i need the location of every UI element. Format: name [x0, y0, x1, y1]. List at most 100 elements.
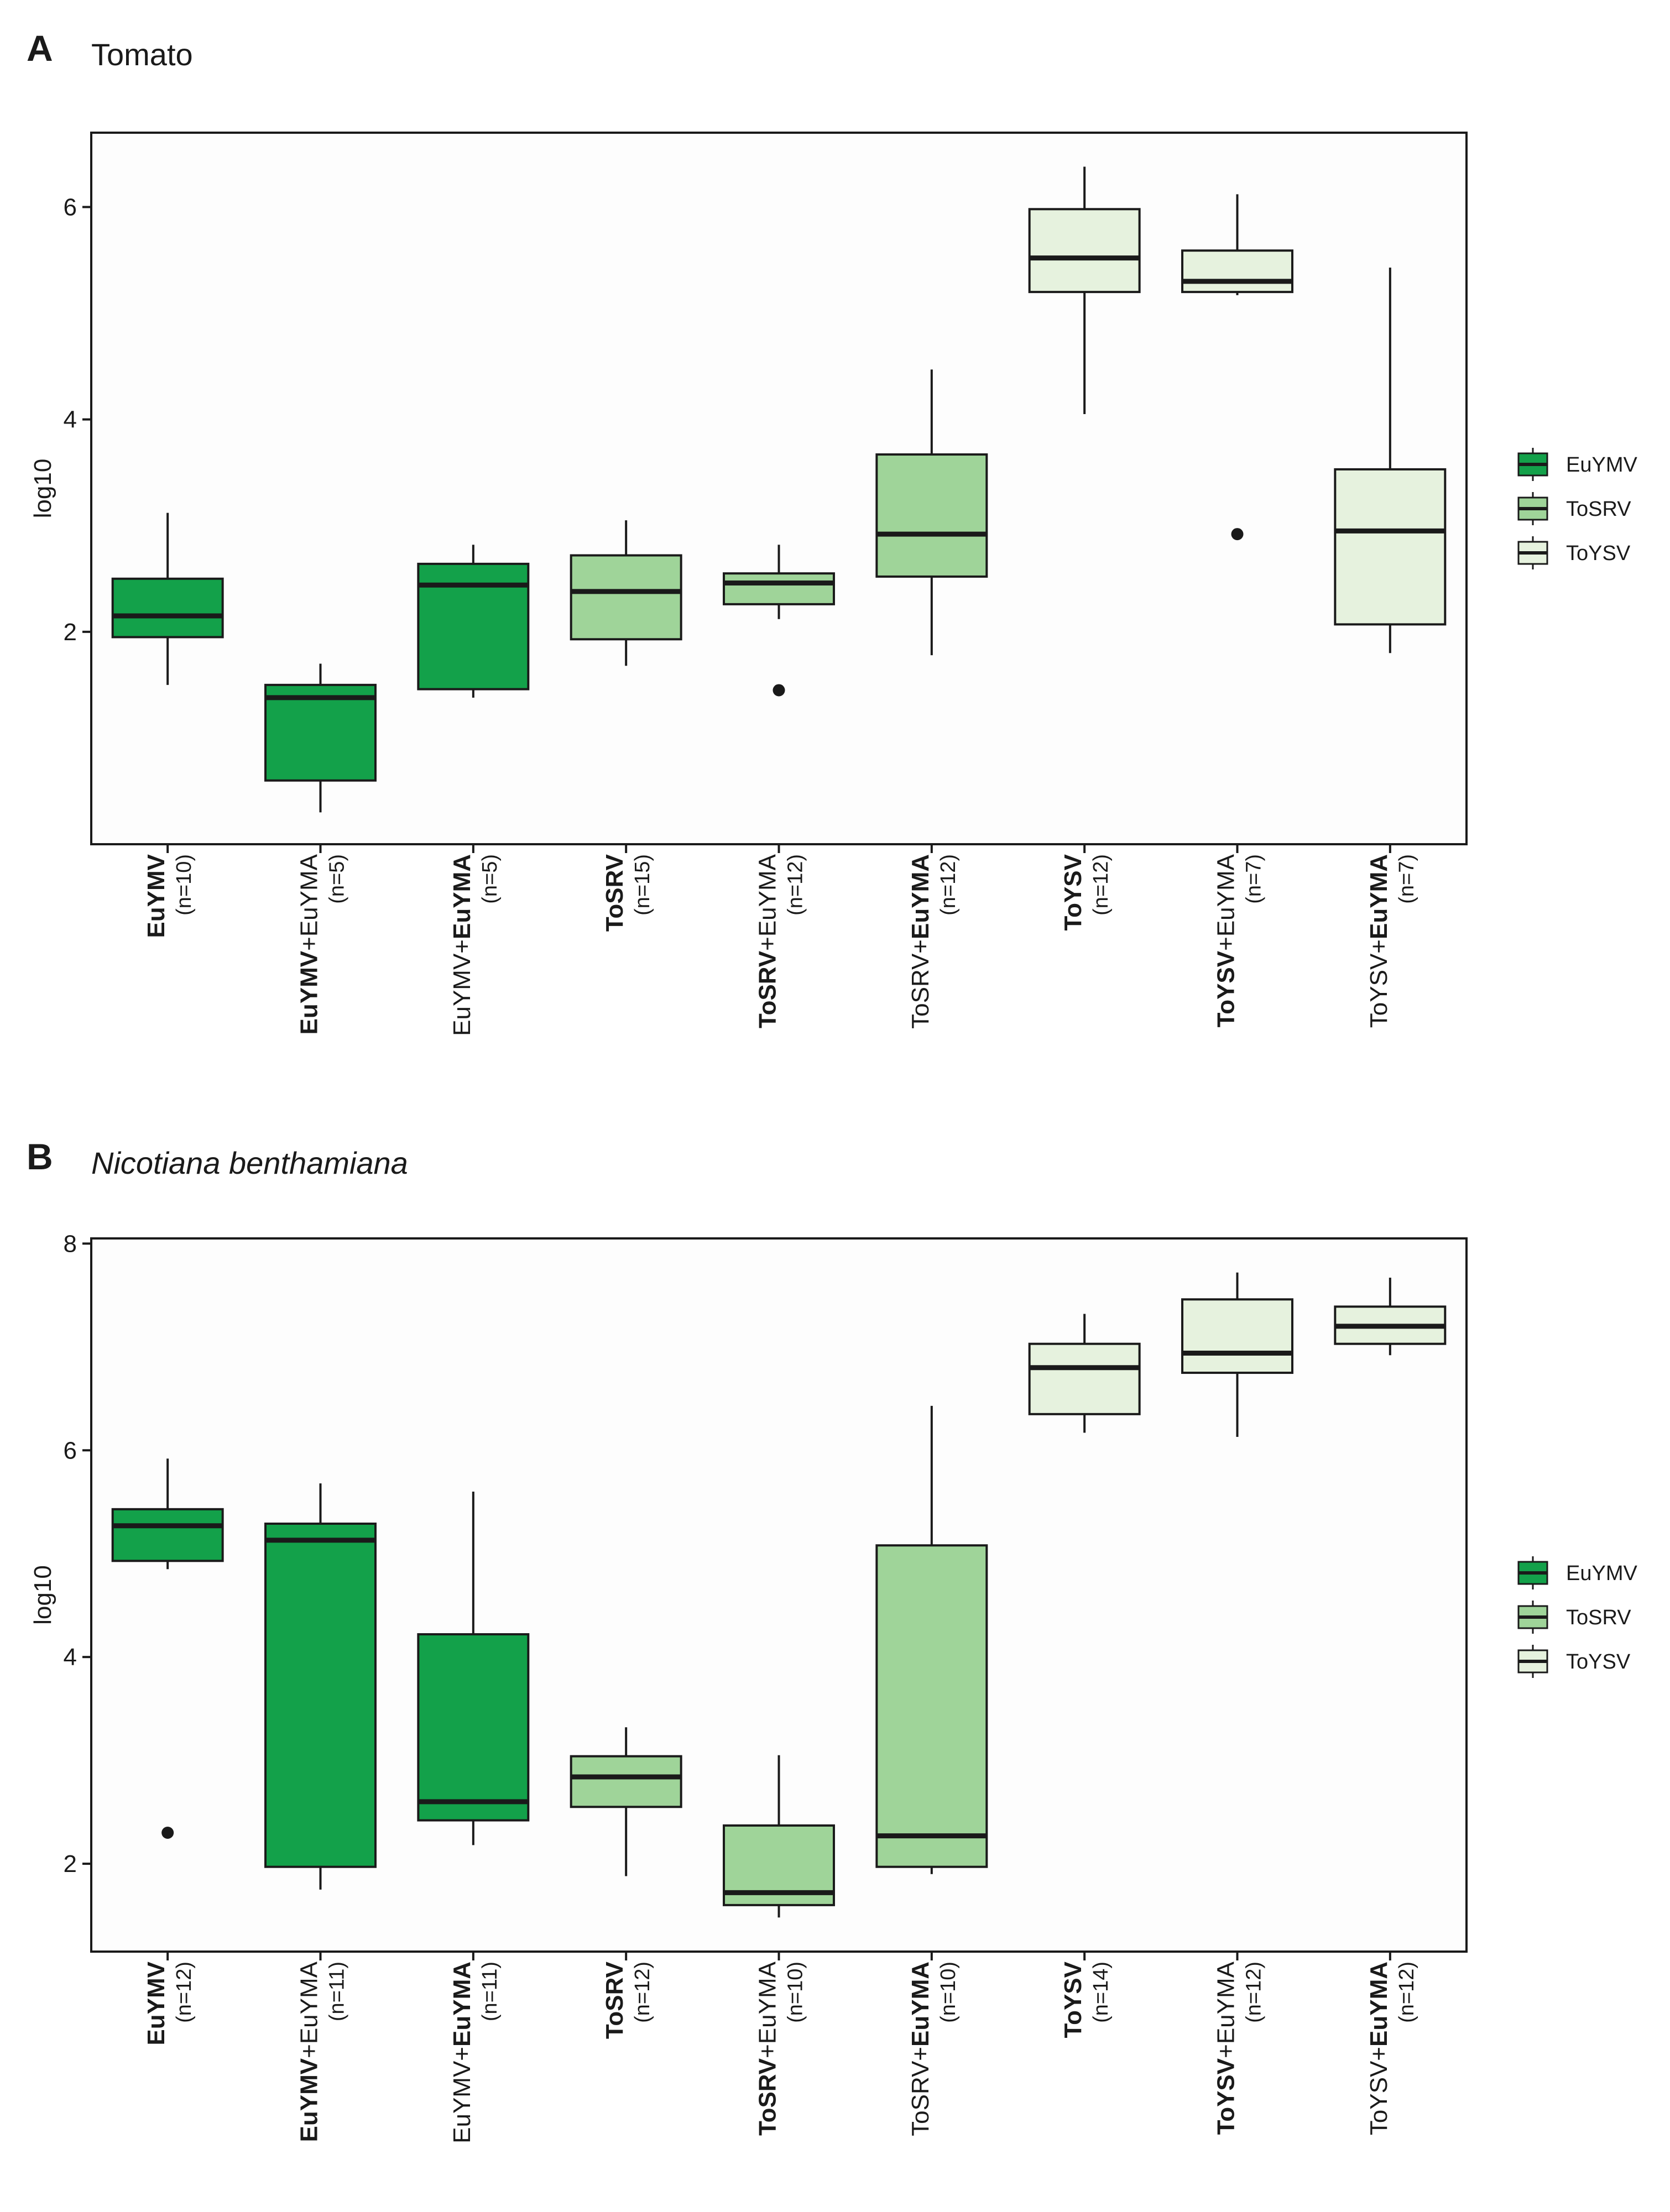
category-label-part: EuYMA: [448, 1962, 476, 2047]
legend-label: ToYSV: [1566, 542, 1631, 565]
y-tick-label: 2: [64, 1850, 77, 1878]
category-n: (n=10): [937, 1962, 960, 2023]
category-label-part: +EuYMA: [1213, 1961, 1240, 2058]
category-label-part: ToSRV: [601, 1961, 628, 2039]
category-label-part: +EuYMA: [296, 1961, 323, 2058]
box-6: ToSRV+EuYMA (n=12): [875, 369, 988, 1029]
box-4: ToSRV (n=15): [570, 520, 682, 932]
legend-label: EuYMV: [1566, 453, 1637, 477]
box-4: ToSRV (n=12): [570, 1727, 682, 2039]
category-label-part: ToYSV: [1060, 854, 1087, 930]
box-5: ToSRV+EuYMA (n=12): [723, 545, 835, 1028]
box-body: [875, 1544, 988, 1868]
category-n: (n=10): [173, 854, 196, 916]
box-3: EuYMV+EuYMA (n=11): [417, 1492, 530, 2143]
category-label: ToYSV+EuYMA: [1213, 854, 1240, 1027]
box-body: [111, 1508, 224, 1562]
box-body: [264, 1523, 377, 1868]
category-label-part: EuYMA: [1365, 1962, 1392, 2047]
category-label-part: ToSRV+: [907, 939, 934, 1029]
y-tick-label: 8: [64, 1230, 77, 1257]
category-label: ToSRV+EuYMA: [907, 1962, 934, 2136]
category-label-part: EuYMA: [1365, 854, 1392, 939]
category-label-part: +EuYMA: [754, 1961, 781, 2058]
box-1: EuYMV (n=12): [111, 1458, 224, 2046]
box-3: EuYMV+EuYMA (n=5): [417, 545, 530, 1036]
outlier-point: [773, 684, 785, 697]
panel-title: Nicotiana benthamiana: [91, 1146, 408, 1180]
box-body: [417, 1633, 530, 1822]
category-label-part: +EuYMA: [296, 854, 323, 951]
box-9: ToYSV+EuYMA (n=12): [1334, 1278, 1447, 2135]
category-label: EuYMV+EuYMA: [448, 1962, 476, 2143]
legend-label: ToYSV: [1566, 1650, 1631, 1674]
category-n: (n=12): [784, 854, 807, 916]
box-7: ToYSV (n=14): [1028, 1314, 1141, 2038]
box-2: EuYMV+EuYMA (n=5): [264, 663, 377, 1034]
category-label-part: ToYSV: [1213, 950, 1240, 1027]
category-label-part: EuYMA: [448, 854, 476, 939]
box-6: ToSRV+EuYMA (n=10): [875, 1405, 988, 2136]
category-label-part: +EuYMA: [754, 854, 781, 951]
y-tick-label: 4: [64, 406, 77, 433]
category-n: (n=12): [1089, 854, 1113, 916]
y-tick-label: 6: [64, 1437, 77, 1464]
category-n: (n=5): [478, 854, 502, 904]
box-9: ToYSV+EuYMA (n=7): [1334, 267, 1447, 1028]
box-body: [875, 453, 988, 578]
category-label-part: EuYMA: [907, 854, 934, 939]
category-label-part: EuYMA: [907, 1962, 934, 2047]
category-label-part: ToYSV: [1213, 2058, 1240, 2135]
box-7: ToYSV (n=12): [1028, 166, 1141, 931]
category-n: (n=7): [1395, 854, 1418, 904]
box-2: EuYMV+EuYMA (n=11): [264, 1483, 377, 2142]
category-label: EuYMV: [143, 854, 170, 938]
y-tick-label: 4: [64, 1644, 77, 1671]
legend-label: ToSRV: [1566, 1606, 1631, 1629]
category-label-part: EuYMV: [296, 950, 323, 1034]
legend: EuYMV ToSRV ToYSV: [1517, 1556, 1637, 1678]
category-label-part: EuYMV: [296, 2058, 323, 2142]
outlier-point: [161, 1827, 174, 1839]
box-5: ToSRV+EuYMA (n=10): [723, 1755, 835, 2136]
category-label: EuYMV+EuYMA: [296, 1961, 323, 2142]
category-label-part: ToSRV: [754, 950, 781, 1028]
box-8: ToYSV+EuYMA (n=12): [1181, 1272, 1293, 2135]
category-n: (n=15): [631, 854, 654, 916]
category-label: ToYSV+EuYMA: [1213, 1961, 1240, 2135]
category-label-part: ToSRV+: [907, 2047, 934, 2136]
category-label-part: EuYMV: [143, 1961, 170, 2045]
y-tick-label: 6: [64, 194, 77, 221]
category-label: ToSRV+EuYMA: [754, 854, 781, 1028]
category-n: (n=12): [173, 1962, 196, 2023]
category-label: ToYSV: [1060, 1961, 1087, 2038]
y-axis-label: log10: [29, 459, 56, 519]
category-label-part: EuYMV+: [448, 2047, 476, 2143]
y-tick-label: 2: [64, 619, 77, 646]
category-label: ToSRV+EuYMA: [907, 854, 934, 1029]
legend-label: ToSRV: [1566, 498, 1631, 521]
category-n: (n=11): [478, 1962, 502, 2021]
category-label: ToYSV+EuYMA: [1365, 854, 1392, 1028]
box-body: [570, 1755, 682, 1808]
category-n: (n=10): [784, 1962, 807, 2023]
category-n: (n=7): [1243, 854, 1266, 904]
category-label-part: EuYMV+: [448, 939, 476, 1036]
category-n: (n=5): [326, 854, 349, 904]
legend-label: EuYMV: [1566, 1562, 1637, 1585]
box-body: [111, 577, 224, 639]
category-label: ToYSV+EuYMA: [1365, 1962, 1392, 2135]
box-body: [264, 683, 377, 782]
box-body: [570, 554, 682, 641]
panel-letter: B: [27, 1136, 53, 1177]
legend: EuYMV ToSRV ToYSV: [1517, 448, 1637, 569]
category-label-part: EuYMV: [143, 854, 170, 938]
box-body: [1028, 208, 1141, 294]
box-body: [1181, 1298, 1293, 1374]
category-label-part: ToYSV+: [1365, 939, 1392, 1028]
category-label-part: ToSRV: [601, 854, 628, 932]
y-axis-label: log10: [29, 1565, 56, 1625]
